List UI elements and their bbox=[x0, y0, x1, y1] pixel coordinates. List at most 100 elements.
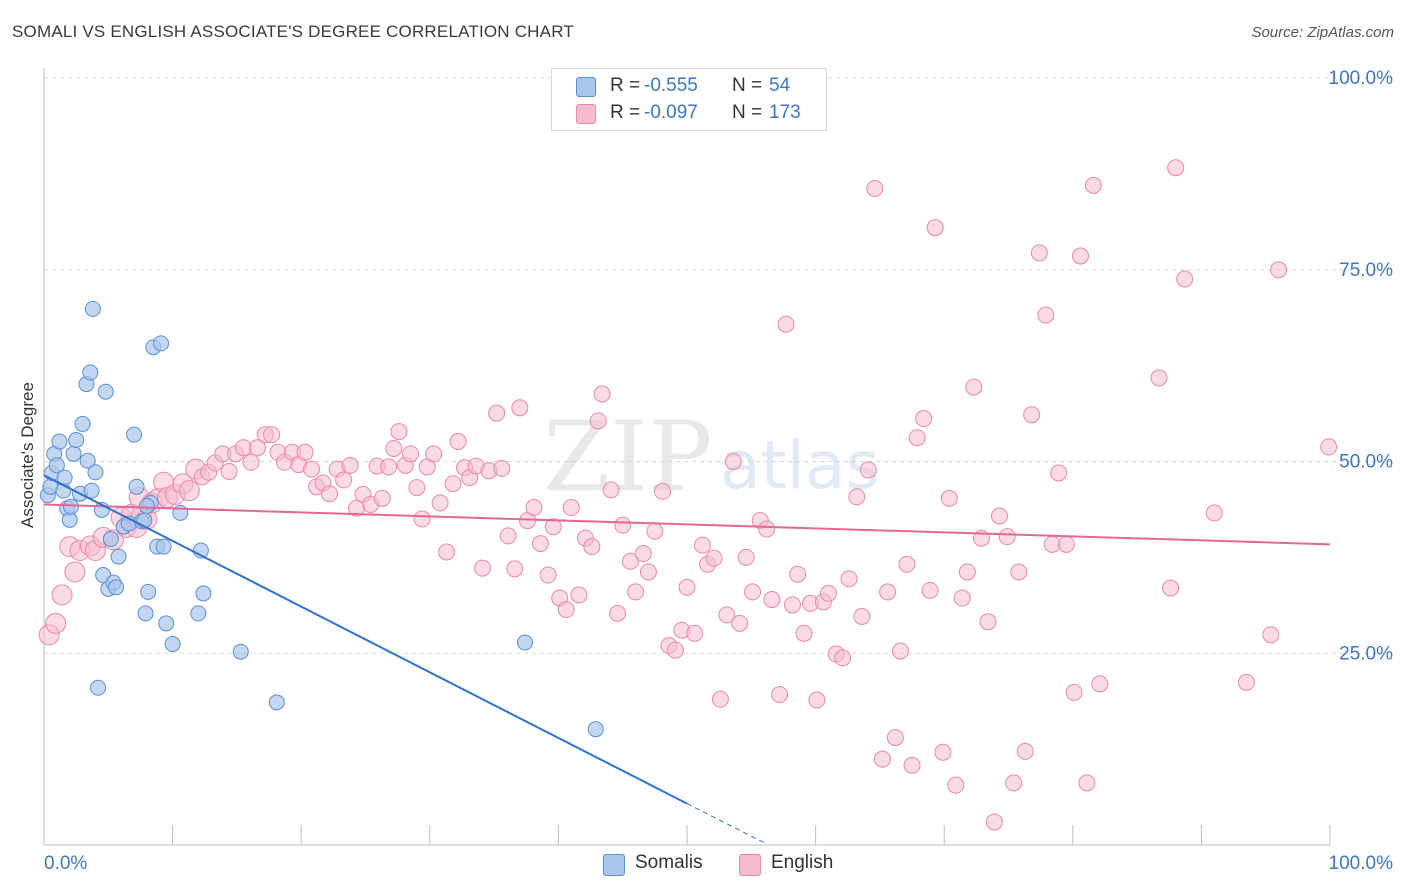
english-point bbox=[1065, 683, 1083, 701]
english-point bbox=[1078, 774, 1096, 792]
somali-point bbox=[140, 583, 157, 600]
somali-point bbox=[51, 433, 68, 450]
legend-n-value: 54 bbox=[769, 75, 791, 96]
english-point bbox=[1030, 244, 1048, 262]
english-point bbox=[506, 560, 524, 578]
source-label: Source: ZipAtlas.com bbox=[1251, 24, 1394, 41]
english-point bbox=[1050, 464, 1068, 482]
english-point bbox=[408, 479, 426, 497]
english-point bbox=[402, 445, 420, 463]
english-point bbox=[1057, 535, 1075, 553]
somali-point bbox=[90, 679, 107, 696]
english-point bbox=[51, 584, 73, 606]
english-point bbox=[783, 596, 801, 614]
english-point bbox=[718, 606, 736, 624]
english-point bbox=[1037, 306, 1055, 324]
english-point bbox=[686, 624, 704, 642]
english-point bbox=[1091, 675, 1109, 693]
somali-point bbox=[232, 643, 249, 660]
english-point bbox=[1270, 261, 1288, 279]
y-tick-label: 100.0% bbox=[1329, 68, 1394, 89]
english-point bbox=[908, 429, 926, 447]
english-point bbox=[627, 583, 645, 601]
legend-r-label: R = bbox=[610, 102, 641, 123]
english-point bbox=[1162, 579, 1180, 597]
somali-point bbox=[68, 432, 85, 449]
english-point bbox=[1072, 247, 1090, 265]
bottom-legend-swatch-english bbox=[739, 854, 761, 876]
english-point bbox=[891, 642, 909, 660]
english-point bbox=[242, 453, 260, 471]
english-point bbox=[953, 589, 971, 607]
somali-point bbox=[83, 482, 100, 499]
english-point bbox=[795, 624, 813, 642]
tick-labels: 100.0% 75.0% 50.0% 25.0% 0.0% 100.0% bbox=[44, 68, 1393, 874]
english-point bbox=[979, 613, 997, 631]
english-point bbox=[583, 538, 601, 556]
legend-swatch-somalis bbox=[576, 77, 596, 97]
english-point bbox=[1176, 270, 1194, 288]
english-trendline bbox=[43, 503, 1331, 546]
somali-point bbox=[97, 383, 114, 400]
x-tick-label: 0.0% bbox=[44, 853, 87, 874]
english-point bbox=[544, 518, 562, 536]
english-point bbox=[731, 614, 749, 632]
english-point bbox=[705, 549, 723, 567]
legend-n-value: 173 bbox=[769, 102, 801, 123]
legend-swatch-english bbox=[576, 104, 596, 124]
english-point bbox=[879, 583, 897, 601]
english-point bbox=[1320, 438, 1338, 456]
english-point bbox=[499, 527, 517, 545]
english-point bbox=[335, 471, 353, 489]
english-point bbox=[808, 691, 826, 709]
somali-point bbox=[158, 615, 175, 632]
somali-point bbox=[195, 585, 212, 602]
english-point bbox=[873, 750, 891, 768]
english-point bbox=[438, 543, 456, 561]
english-point bbox=[263, 426, 281, 444]
watermark-zip: ZIP bbox=[543, 401, 712, 513]
english-point bbox=[1023, 406, 1041, 424]
axes bbox=[43, 68, 1331, 846]
somali-point bbox=[190, 605, 207, 622]
english-point bbox=[425, 445, 443, 463]
somali-trendline bbox=[43, 474, 688, 805]
y-tick-label: 50.0% bbox=[1339, 452, 1393, 473]
english-point bbox=[898, 555, 916, 573]
english-point bbox=[926, 219, 944, 237]
english-point bbox=[866, 179, 884, 197]
english-point bbox=[639, 563, 657, 581]
english-point bbox=[758, 520, 776, 538]
english-point bbox=[886, 729, 904, 747]
trend-lines bbox=[43, 474, 1331, 844]
english-point bbox=[570, 586, 588, 604]
somali-point bbox=[137, 605, 154, 622]
x-tick-label: 100.0% bbox=[1329, 853, 1394, 874]
english-point bbox=[64, 561, 86, 583]
somali-point bbox=[110, 548, 127, 565]
english-point bbox=[609, 604, 627, 622]
english-point bbox=[921, 581, 939, 599]
english-point bbox=[711, 690, 729, 708]
english-point bbox=[1016, 742, 1034, 760]
english-point bbox=[511, 399, 529, 417]
english-point bbox=[859, 461, 877, 479]
english-point bbox=[1262, 626, 1280, 644]
somali-point bbox=[84, 300, 101, 317]
english-point bbox=[848, 488, 866, 506]
english-point bbox=[602, 481, 620, 499]
english-point bbox=[634, 545, 652, 563]
english-point bbox=[178, 480, 200, 502]
somali-point bbox=[82, 364, 99, 381]
somali-point bbox=[516, 634, 533, 651]
english-point bbox=[1084, 176, 1102, 194]
english-point bbox=[903, 756, 921, 774]
english-point bbox=[589, 412, 607, 430]
somali-point bbox=[65, 445, 82, 462]
somali-point bbox=[48, 457, 65, 474]
somali-point bbox=[108, 579, 125, 596]
english-point bbox=[1167, 159, 1185, 177]
english-point bbox=[990, 507, 1008, 525]
english-point bbox=[789, 565, 807, 583]
english-point bbox=[539, 566, 557, 584]
